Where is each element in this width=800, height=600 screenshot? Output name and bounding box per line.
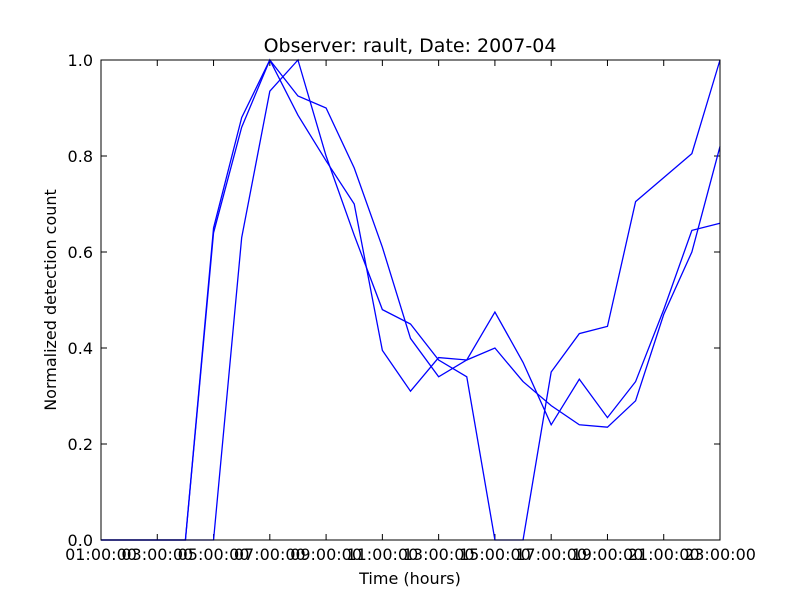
x-tick-label: 15:00:00 [459,545,531,564]
plot-frame [100,59,721,541]
x-axis-label: Time (hours) [358,569,461,588]
data-line [101,58,721,541]
x-tick-label: 03:00:00 [121,545,193,564]
x-tick-label: 01:00:00 [65,545,137,564]
x-tick-label: 23:00:00 [684,545,756,564]
y-tick-label: 0.8 [68,147,93,166]
x-tick-label: 07:00:00 [234,545,306,564]
y-tick-label: 0.6 [68,243,93,262]
y-tick-label: 0.0 [68,531,93,550]
x-tick-label: 21:00:00 [628,545,700,564]
y-tick-label: 0.4 [68,339,93,358]
y-tick-label: 0.2 [68,435,93,454]
x-tick-label: 05:00:00 [178,545,250,564]
x-tick-label: 17:00:00 [515,545,587,564]
y-tick-label: 1.0 [68,51,93,70]
chart-title: Observer: rault, Date: 2007-04 [264,35,557,57]
y-axis-label: Normalized detection count [41,189,60,411]
x-tick-label: 11:00:00 [346,545,418,564]
x-tick-label: 09:00:00 [290,545,362,564]
x-tick-label: 19:00:00 [572,545,644,564]
x-tick-label: 13:00:00 [403,545,475,564]
